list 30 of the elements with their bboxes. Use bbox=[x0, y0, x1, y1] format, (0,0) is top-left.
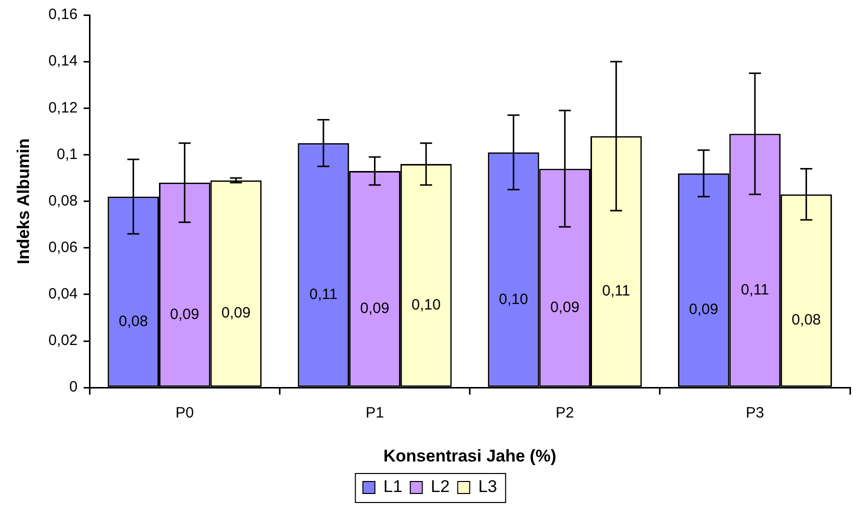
data-label: 0,11 bbox=[602, 282, 630, 300]
x-tick-label: P0 bbox=[175, 404, 194, 422]
data-label: 0,11 bbox=[740, 281, 769, 298]
data-label: 0,09 bbox=[550, 298, 580, 316]
y-tick-label: 0,04 bbox=[48, 286, 78, 303]
data-label: 0,09 bbox=[689, 301, 718, 318]
y-tick-label: 0,14 bbox=[48, 52, 78, 70]
legend-label: L2 bbox=[430, 477, 450, 496]
x-tick-label: P2 bbox=[556, 404, 574, 422]
y-tick-label: 0,06 bbox=[48, 239, 78, 256]
y-tick-label: 0 bbox=[69, 378, 78, 396]
legend-label: L1 bbox=[383, 477, 402, 496]
x-tick-label: P3 bbox=[746, 404, 764, 422]
x-tick-label: P1 bbox=[366, 404, 384, 422]
y-tick-label: 0,12 bbox=[48, 99, 78, 116]
y-axis-title: Indeks Albumin bbox=[14, 138, 33, 264]
y-tick-label: 0,16 bbox=[48, 6, 78, 24]
legend-label: L3 bbox=[478, 477, 498, 496]
data-label: 0,11 bbox=[309, 286, 338, 304]
data-label: 0,10 bbox=[498, 290, 528, 308]
data-label: 0,08 bbox=[118, 312, 148, 330]
y-tick-label: 0,08 bbox=[48, 192, 78, 210]
data-label: 0,10 bbox=[411, 296, 441, 314]
data-label: 0,09 bbox=[360, 300, 390, 318]
y-tick-label: 0,1 bbox=[56, 146, 78, 163]
data-label: 0,08 bbox=[792, 312, 821, 329]
data-label: 0,09 bbox=[170, 306, 200, 323]
y-tick-label: 0,02 bbox=[48, 332, 78, 350]
data-label: 0,09 bbox=[221, 304, 251, 322]
x-axis-title: Konsentrasi Jahe (%) bbox=[383, 446, 556, 466]
